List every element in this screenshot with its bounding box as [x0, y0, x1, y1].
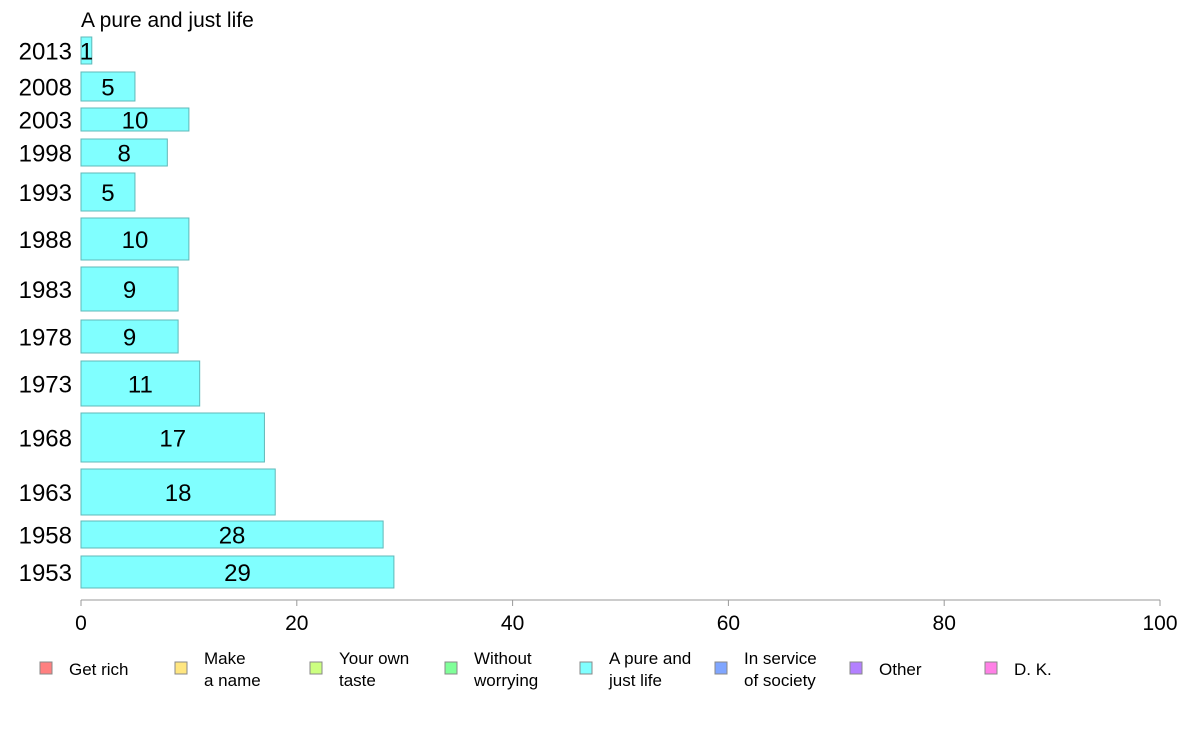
- legend-label: In service: [744, 649, 817, 668]
- bar: [80, 138, 168, 167]
- y-tick-label: 1958: [19, 523, 72, 550]
- bar: [80, 412, 265, 463]
- legend-label: just life: [608, 671, 662, 690]
- bar-value-label: 11: [128, 372, 153, 399]
- y-axis-labels: 2013 2008 2003 1998 1993 1988 1983 1978 1973 1968…: [19, 39, 72, 588]
- bar-value-label: 9: [123, 277, 136, 304]
- legend-label: taste: [339, 671, 376, 690]
- legend-label: Other: [879, 660, 922, 679]
- bar-value-label: 18: [165, 480, 192, 507]
- bar-value-label: 17: [159, 426, 186, 453]
- y-tick-label: 1973: [19, 372, 72, 399]
- bar: [80, 520, 384, 549]
- bar: [80, 36, 93, 65]
- legend-swatch: [849, 661, 863, 675]
- legend-swatch: [444, 661, 458, 675]
- bar-value-label: 29: [224, 560, 251, 587]
- bar-value-label: 5: [101, 180, 114, 207]
- bar: [80, 360, 201, 407]
- legend-label: a name: [204, 671, 261, 690]
- legend-label: Your own: [339, 649, 409, 668]
- x-tick-label: 20: [285, 612, 308, 635]
- y-tick-label: 2013: [19, 39, 72, 66]
- x-tick-label: 40: [501, 612, 524, 635]
- y-tick-label: 1998: [19, 141, 72, 168]
- legend-label: worrying: [473, 671, 538, 690]
- bar: [80, 468, 276, 516]
- y-tick-label: 2008: [19, 75, 72, 102]
- bar: [80, 555, 395, 589]
- bar: [80, 71, 136, 102]
- y-tick-label: 1953: [19, 560, 72, 587]
- legend-swatch: [714, 661, 728, 675]
- bar-value-label: 10: [122, 227, 149, 254]
- x-axis: 0 20 40 60 80 100: [75, 599, 1178, 635]
- y-tick-label: 2003: [19, 108, 72, 135]
- legend: Get rich Make a name Your own taste Without wo…: [39, 649, 1052, 690]
- y-tick-label: 1983: [19, 277, 72, 304]
- y-tick-label: 1963: [19, 480, 72, 507]
- legend-label: A pure and: [609, 649, 691, 668]
- bar: [80, 172, 136, 212]
- bar-value-label: 9: [123, 325, 136, 352]
- legend-label: Make: [204, 649, 246, 668]
- bar: [80, 319, 179, 354]
- x-tick-label: 60: [717, 612, 740, 635]
- bar-value-label: 5: [101, 75, 114, 102]
- legend-label: of society: [744, 671, 816, 690]
- legend-swatch: [39, 661, 53, 675]
- bar: [80, 217, 190, 261]
- y-tick-label: 1993: [19, 180, 72, 207]
- legend-label: D. K.: [1014, 660, 1052, 679]
- x-tick-label: 100: [1142, 612, 1177, 635]
- y-tick-label: 1988: [19, 227, 72, 254]
- legend-swatch: [174, 661, 188, 675]
- bar-value-label: 1: [80, 39, 93, 66]
- bar: [80, 266, 179, 312]
- legend-label: Without: [474, 649, 532, 668]
- x-tick-label: 80: [933, 612, 956, 635]
- bar: [80, 107, 190, 132]
- bar-value-label: 10: [122, 108, 149, 135]
- y-tick-label: 1968: [19, 426, 72, 453]
- legend-swatch: [579, 661, 593, 675]
- legend-label: Get rich: [69, 660, 129, 679]
- legend-swatch: [984, 661, 998, 675]
- y-tick-label: 1978: [19, 325, 72, 352]
- legend-swatch: [309, 661, 323, 675]
- chart-title: A pure and just life: [81, 9, 254, 32]
- bar-value-label: 28: [219, 523, 246, 550]
- x-tick-label: 0: [75, 612, 87, 635]
- bar-value-label: 8: [117, 141, 130, 168]
